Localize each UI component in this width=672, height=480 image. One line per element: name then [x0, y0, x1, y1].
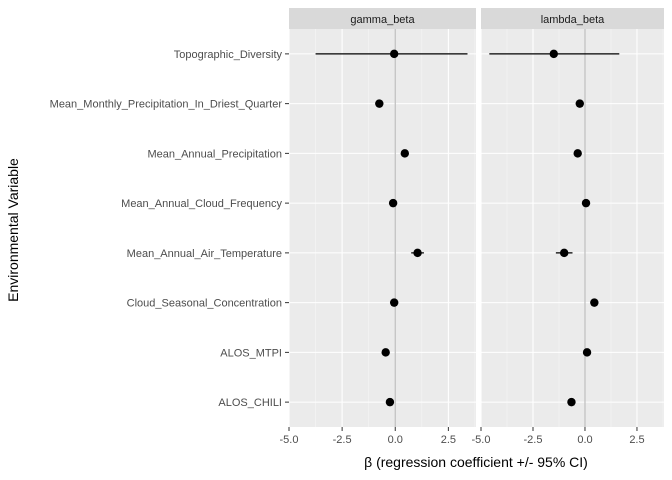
x-tick-label: -5.0 [280, 434, 299, 446]
data-point [573, 149, 582, 158]
data-point [375, 99, 384, 108]
y-tick-label: ALOS_MTPI [220, 347, 282, 359]
y-tick-label: ALOS_CHILI [218, 397, 282, 409]
x-tick-label: 0.0 [577, 434, 592, 446]
y-tick-label: Cloud_Seasonal_Concentration [127, 298, 282, 310]
y-tick-label: Mean_Annual_Cloud_Frequency [121, 198, 282, 210]
facet-strip-label: lambda_beta [541, 14, 605, 26]
facet-panels: gamma_beta -5.0 -2.5 0.0 2.5 lambda_beta -5.0 -… [280, 8, 664, 446]
facet-strip-label: gamma_beta [350, 14, 415, 26]
data-point [590, 298, 599, 307]
data-point [567, 397, 576, 407]
data-point [400, 149, 410, 158]
data-point [385, 397, 395, 407]
facet-panel-lambda-beta: lambda_beta -5.0 -2.5 0.0 2.5 [472, 8, 664, 446]
data-point [389, 298, 399, 307]
data-point [388, 198, 398, 208]
y-tick-label: Mean_Annual_Air_Temperature [127, 248, 282, 260]
x-tick-label: -2.5 [524, 434, 543, 446]
facet-strip [481, 8, 664, 29]
panel-background [481, 29, 664, 427]
x-tick-label: 2.5 [441, 434, 456, 446]
y-tick-label: Mean_Monthly_Precipitation_In_Driest_Qua… [50, 99, 283, 111]
y-axis: Topographic_Diversity Mean_Monthly_Precip… [50, 49, 289, 409]
data-point [413, 248, 422, 258]
data-point [582, 348, 592, 357]
data-point [381, 348, 390, 357]
x-tick-label: 2.5 [629, 434, 644, 446]
data-point [549, 49, 558, 59]
data-point [581, 198, 591, 208]
y-tick-label: Topographic_Diversity [174, 49, 283, 61]
facet-strip [289, 8, 476, 29]
y-tick-label: Mean_Annual_Precipitation [147, 148, 282, 160]
data-point [575, 99, 584, 108]
data-point [389, 49, 399, 59]
y-axis-title: Environmental Variable [5, 158, 21, 302]
x-axis-title: β (regression coefficient +/- 95% CI) [364, 454, 588, 470]
data-point [559, 248, 569, 258]
x-tick-label: 0.0 [388, 434, 403, 446]
x-tick-label: -5.0 [472, 434, 491, 446]
panel-background [289, 29, 476, 427]
x-tick-label: -2.5 [333, 434, 352, 446]
facet-panel-gamma-beta: gamma_beta -5.0 -2.5 0.0 2.5 [280, 8, 476, 446]
